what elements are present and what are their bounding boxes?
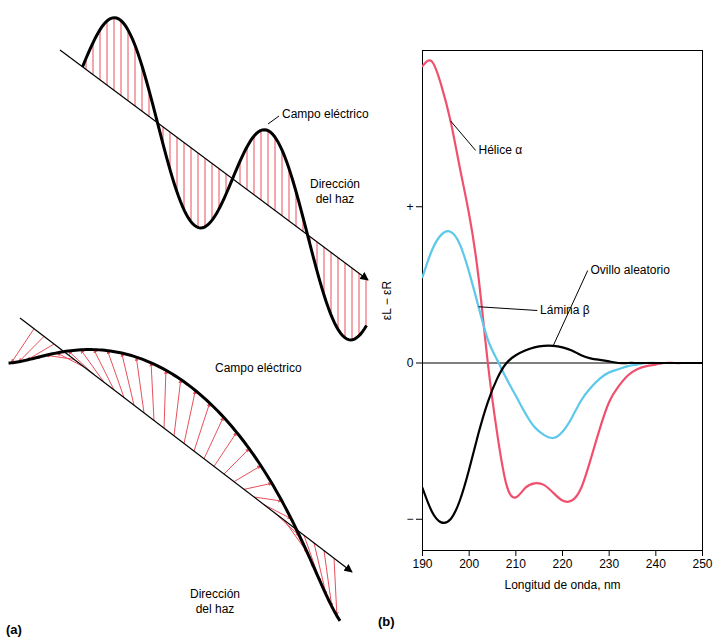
html-text:(b): (b) <box>378 614 395 629</box>
svg-text:−: − <box>406 512 413 526</box>
svg-text:Longitud de onda, nm: Longitud de onda, nm <box>504 578 620 592</box>
svg-text:0: 0 <box>407 356 414 370</box>
svg-text:Ovillo aleatorio: Ovillo aleatorio <box>591 263 671 277</box>
svg-text:200: 200 <box>459 557 479 571</box>
svg-text:Direccióndel haz: Direccióndel haz <box>190 587 240 616</box>
svg-text:240: 240 <box>646 557 666 571</box>
svg-text:230: 230 <box>599 557 619 571</box>
svg-text:210: 210 <box>506 557 526 571</box>
svg-text:(a): (a) <box>6 622 22 637</box>
svg-text:Direccióndel haz: Direccióndel haz <box>310 177 360 206</box>
svg-text:220: 220 <box>552 557 572 571</box>
svg-text:+: + <box>406 200 413 214</box>
svg-text:Lámina β: Lámina β <box>540 303 590 317</box>
svg-text:Hélice α: Hélice α <box>479 143 523 157</box>
svg-text:250: 250 <box>692 557 712 571</box>
svg-text:Campo eléctrico: Campo eléctrico <box>282 107 369 121</box>
svg-text:Campo eléctrico: Campo eléctrico <box>215 361 302 375</box>
svg-text:εL − εR: εL − εR <box>380 281 394 321</box>
svg-text:190: 190 <box>412 557 432 571</box>
